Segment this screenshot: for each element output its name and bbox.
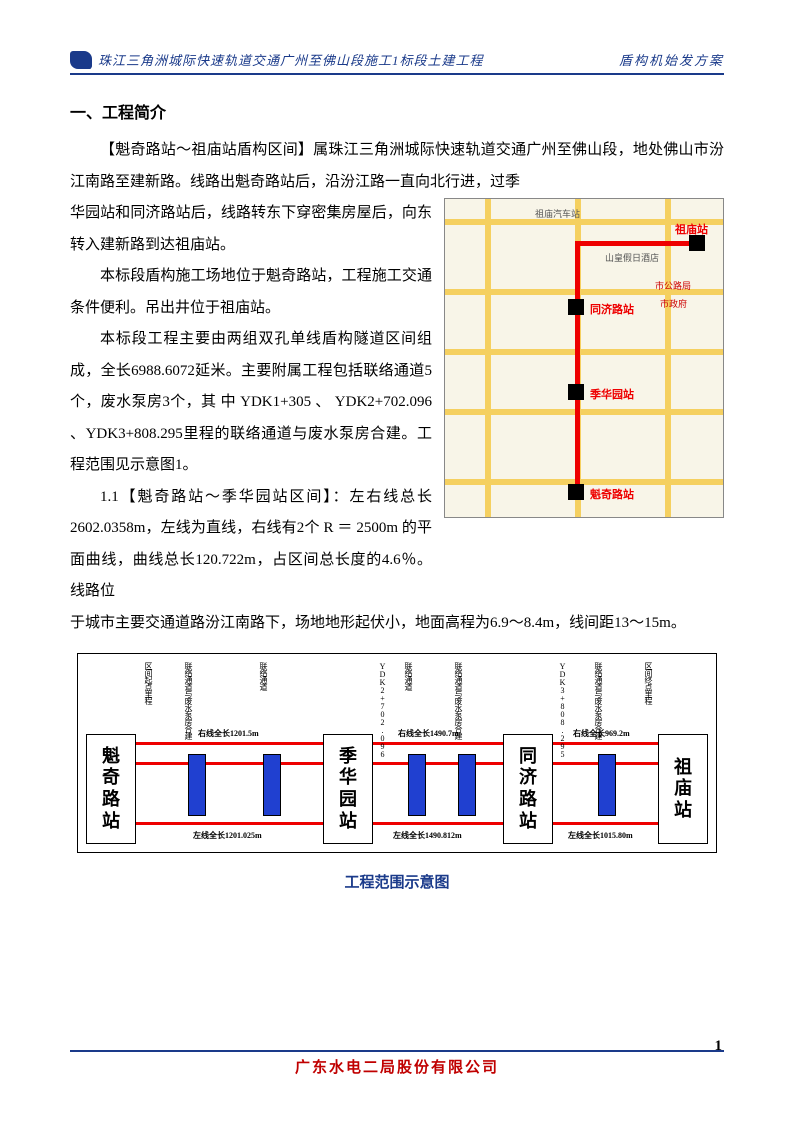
map-poi-gongan: 市公路局 [655, 277, 691, 296]
vlabel-conn1: 联络通道与废水泵房合建 [183, 662, 194, 739]
footer-company: 广东水电二局股份有限公司 [70, 1056, 724, 1077]
map-station-kuiqi: 魁奇路站 [590, 484, 634, 507]
route-map: 祖庙站 同济路站 季华园站 魁奇路站 祖庙汽车站 山皇假日酒店 市公路局 市政府 [444, 198, 724, 518]
page: 珠江三角洲城际快速轨道交通广州至佛山段施工1标段土建工程 盾构机始发方案 一、工… [0, 0, 794, 1123]
section-title: 一、工程简介 [70, 99, 724, 123]
diagram-bot-len-3: 左线全长1015.80m [568, 830, 633, 841]
page-header: 珠江三角洲城际快速轨道交通广州至佛山段施工1标段土建工程 盾构机始发方案 [70, 50, 724, 75]
vlabel-end: 区间终点里程 [643, 662, 654, 704]
diagram-station-2: 季华园站 [339, 746, 357, 832]
diagram-wrap: 魁奇路站 季华园站 同济路站 祖庙站 右线全长1201.5m 右线全长1490.… [70, 653, 724, 892]
page-footer: 广东水电二局股份有限公司 [70, 1050, 724, 1077]
diagram-bot-len-2: 左线全长1490.812m [393, 830, 462, 841]
map-poi-hotel: 山皇假日酒店 [605, 249, 659, 268]
vlabel-start: 区间起点里程 [143, 662, 154, 704]
vlabel-conn2: 联络通道 [258, 662, 269, 690]
header-left: 珠江三角洲城际快速轨道交通广州至佛山段施工1标段土建工程 [70, 50, 484, 69]
diagram-station-4: 祖庙站 [674, 757, 692, 822]
text-map-row: 华园站和同济路站后，线路转东下穿密集房屋后，向东转入建新路到达祖庙站。 本标段盾… [70, 198, 724, 608]
paragraph-2: 本标段盾构施工场地位于魁奇路站，工程施工交通条件便利。吊出井位于祖庙站。 [70, 261, 432, 324]
vlabel-ydk3: YDK3+808.295 [558, 662, 567, 758]
header-title-left: 珠江三角洲城际快速轨道交通广州至佛山段施工1标段土建工程 [98, 50, 484, 69]
vlabel-combo2: 联络通道与废水泵房合建 [453, 662, 464, 739]
map-poi-bus: 祖庙汽车站 [535, 205, 580, 224]
diagram-caption: 工程范围示意图 [70, 871, 724, 892]
diagram-top-len-1: 右线全长1201.5m [198, 728, 259, 739]
text-column: 华园站和同济路站后，线路转东下穿密集房屋后，向东转入建新路到达祖庙站。 本标段盾… [70, 198, 432, 608]
map-station-jihua: 季华园站 [590, 384, 634, 407]
vlabel-ydk2: YDK2+702.096 [378, 662, 387, 758]
map-station-tongji: 同济路站 [590, 299, 634, 322]
vlabel-conn3: 联络通道 [403, 662, 414, 690]
company-logo-icon [70, 51, 92, 69]
diagram-bot-len-1: 左线全长1201.025m [193, 830, 262, 841]
body-text: 【魁奇路站～祖庙站盾构区间】属珠江三角洲城际快速轨道交通广州至佛山段，地处佛山市… [70, 135, 724, 639]
route-diagram: 魁奇路站 季华园站 同济路站 祖庙站 右线全长1201.5m 右线全长1490.… [77, 653, 717, 853]
paragraph-1-cont: 华园站和同济路站后，线路转东下穿密集房屋后，向东转入建新路到达祖庙站。 [70, 198, 432, 261]
diagram-station-1: 魁奇路站 [102, 746, 120, 832]
paragraph-4-cont: 于城市主要交通道路汾江南路下，场地地形起伏小，地面高程为6.9～8.4m，线间距… [70, 608, 724, 640]
vlabel-combo3: 联络通道与废水泵房合建 [593, 662, 604, 739]
header-title-right: 盾构机始发方案 [619, 50, 724, 69]
paragraph-1-start: 【魁奇路站～祖庙站盾构区间】属珠江三角洲城际快速轨道交通广州至佛山段，地处佛山市… [70, 135, 724, 198]
paragraph-3: 本标段工程主要由两组双孔单线盾构隧道区间组成，全长6988.6072延米。主要附… [70, 324, 432, 482]
diagram-station-3: 同济路站 [519, 746, 537, 832]
map-column: 祖庙站 同济路站 季华园站 魁奇路站 祖庙汽车站 山皇假日酒店 市公路局 市政府 [444, 198, 724, 608]
paragraph-4-start: 1.1【魁奇路站～季华园站区间】：左右线总长2602.0358m，左线为直线，右… [70, 482, 432, 608]
map-station-zumiao: 祖庙站 [675, 219, 708, 242]
diagram-top-len-2: 右线全长1490.7m [398, 728, 459, 739]
map-poi-gov: 市政府 [660, 295, 687, 314]
